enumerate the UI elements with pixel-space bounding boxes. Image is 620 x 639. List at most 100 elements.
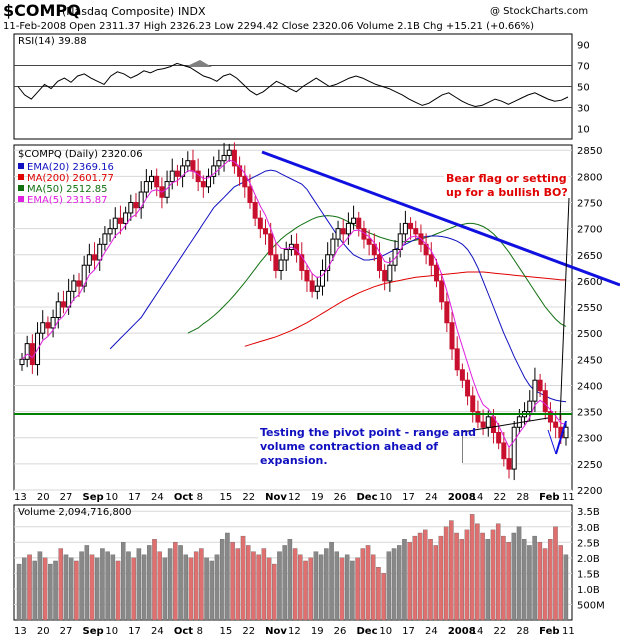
x-axis-middle: 13 20 27 Sep 10 17 24 Oct 8 15 22 Nov 12 19 26 Dec 10 17 2…: [14, 492, 575, 503]
candle-body: [299, 254, 305, 271]
volume-bar: [261, 548, 267, 621]
volume-bar: [360, 548, 366, 621]
volume-bar: [386, 551, 392, 621]
volume-bar: [193, 551, 199, 621]
candle-body: [319, 269, 325, 287]
candle-body: [200, 181, 206, 188]
legend-entry: MA(200) 2601.77: [27, 173, 114, 184]
price-candles: [19, 142, 569, 481]
annotation-bottom-box: [258, 423, 462, 467]
volume-bars: [16, 514, 569, 621]
volume-bar: [449, 520, 454, 621]
x-axis-bottom: 13 20 27 Sep 10 17 24 Oct 8 15 22 Nov 12 19 26 Dec 10 17 2…: [14, 626, 575, 637]
candle-body: [164, 181, 170, 198]
x-axis-label: 27: [60, 492, 73, 503]
x-axis-label: Oct: [174, 492, 193, 503]
volume-bar: [272, 563, 277, 621]
volume-bar: [136, 548, 142, 621]
candle-body: [60, 301, 66, 308]
volume-bar: [438, 535, 444, 621]
x-axis-label: Nov: [265, 492, 287, 503]
candle-body: [304, 269, 310, 282]
candle-body: [283, 249, 289, 261]
volume-bar: [105, 551, 110, 621]
candle-body: [506, 458, 512, 470]
x-axis-label: 12: [288, 492, 301, 503]
ema5-line: [21, 159, 567, 449]
volume-bar: [178, 545, 183, 621]
volume-bar: [53, 560, 58, 621]
legend-swatch: [18, 196, 24, 202]
watermark: @ StockCharts.com: [490, 6, 588, 17]
candle-body: [392, 249, 398, 266]
volume-bar: [469, 514, 475, 621]
candle-body: [485, 416, 491, 428]
candle-body: [29, 343, 35, 366]
x-axis-label: 8: [197, 626, 203, 637]
volume-bar: [173, 542, 178, 621]
candle-body: [428, 254, 434, 266]
flag-line-lower: [555, 420, 567, 455]
price-tick-label: 2450: [577, 355, 602, 366]
volume-bar: [42, 557, 48, 621]
candle-body: [55, 301, 61, 318]
candle-body: [563, 426, 569, 439]
candle-body: [117, 217, 123, 224]
candle-body: [40, 322, 46, 334]
volume-bar: [131, 557, 136, 621]
candle-body: [107, 228, 113, 235]
volume-bar: [475, 523, 480, 621]
volume-bar: [329, 542, 334, 621]
volume-bar: [464, 529, 470, 621]
volume-bar: [454, 532, 459, 621]
x-axis-label: 15: [220, 492, 233, 503]
x-axis-label: 12: [288, 626, 301, 637]
price-tick-label: 2250: [577, 460, 602, 471]
price-tick-label: 2650: [577, 251, 602, 262]
candle-body: [309, 280, 315, 292]
candle-body: [496, 432, 502, 444]
ohlc-line: 11-Feb-2008 Open 2311.37 High 2326.23 Lo…: [3, 21, 534, 32]
volume-bar: [162, 557, 168, 621]
rsi-level-label: 30: [577, 104, 590, 115]
legend-entry: MA(50) 2512.85: [27, 184, 108, 195]
x-axis-label: 14: [471, 626, 484, 637]
candle-body: [211, 165, 217, 177]
annotation-pointer-bottom: [461, 417, 549, 433]
volume-bar: [94, 557, 100, 621]
candle-body: [102, 233, 108, 245]
volume-bar: [147, 545, 152, 621]
volume-bar: [344, 554, 350, 621]
volume-bar: [459, 539, 464, 621]
volume-tick-label: 1.5B: [577, 569, 600, 580]
x-axis-label: Oct: [174, 626, 193, 637]
price-tick-label: 2350: [577, 408, 602, 419]
volume-bar: [527, 545, 532, 621]
rsi-level-label: 90: [577, 41, 590, 52]
x-axis-label: 28: [516, 492, 529, 503]
x-axis-label: 10: [105, 626, 118, 637]
volume-bar: [245, 545, 251, 621]
candle-body: [532, 379, 538, 402]
volume-bar: [110, 554, 116, 621]
volume-bar: [287, 539, 293, 621]
x-axis-label: 28: [516, 626, 529, 637]
volume-bar: [115, 560, 121, 621]
x-axis-label: 26: [334, 626, 347, 637]
volume-bar: [152, 539, 157, 621]
volume-bar: [37, 551, 43, 621]
x-axis-label: 24: [151, 626, 164, 637]
candle-body: [325, 254, 331, 271]
price-tick-label: 2700: [577, 225, 602, 236]
volume-bar: [277, 551, 282, 621]
volume-bar: [214, 554, 220, 621]
x-axis-label: 14: [471, 492, 484, 503]
price-tick-label: 2750: [577, 199, 602, 210]
volume-bar: [521, 539, 527, 621]
price-label: $COMPQ (Daily) 2320.06: [18, 149, 143, 160]
rsi-level-label: 10: [577, 125, 590, 136]
candle-body: [273, 254, 279, 271]
volume-bar: [63, 554, 69, 621]
candle-body: [470, 395, 476, 413]
